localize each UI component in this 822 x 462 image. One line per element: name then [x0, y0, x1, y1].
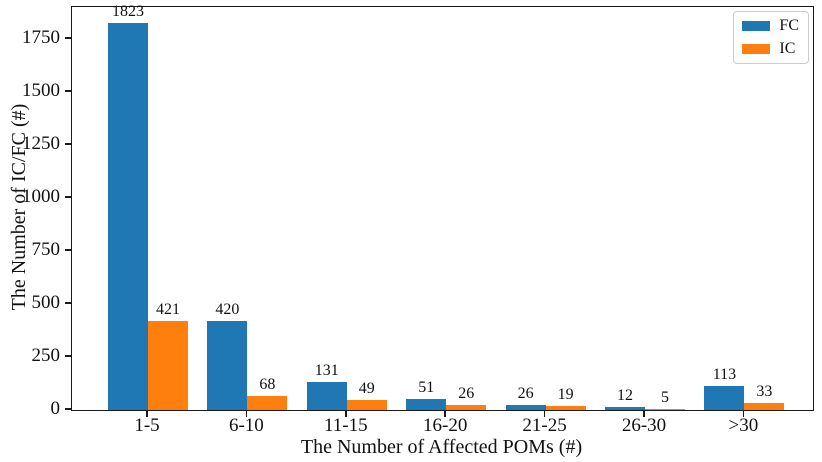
x-tick-label: >30	[728, 415, 759, 436]
y-tick-label: 250	[31, 344, 61, 366]
bar-value-label: 33	[756, 383, 773, 401]
x-tick-mark	[543, 410, 546, 417]
bar-value-label: 5	[661, 388, 669, 406]
bar-fc-1-5	[108, 23, 148, 410]
bar-fc-16-20	[406, 399, 447, 410]
y-tick-mark	[65, 355, 71, 357]
bar-ic-26-30	[645, 408, 685, 410]
y-tick-label: 500	[31, 291, 61, 313]
bar-value-label: 12	[617, 387, 633, 405]
y-tick-mark	[65, 408, 71, 410]
x-tick-mark	[643, 410, 645, 417]
legend-swatch-fc	[742, 21, 771, 31]
bar-fc-26-30	[605, 407, 645, 410]
legend-item-ic: IC	[742, 41, 799, 57]
x-tick-mark	[742, 410, 745, 417]
bar-value-label: 26	[517, 384, 534, 402]
y-tick-label: 750	[31, 238, 61, 260]
bar-ic-1-5	[148, 320, 188, 410]
bar-ic-6-10	[247, 395, 288, 410]
x-tick-label: 1-5	[134, 415, 160, 436]
bar-value-label: 131	[314, 362, 339, 380]
x-tick-label: 26-30	[621, 415, 667, 436]
x-tick-label: 21-25	[522, 415, 567, 436]
x-tick-mark	[245, 410, 248, 417]
x-tick-label: 11-15	[323, 415, 368, 436]
legend-item-fc: FC	[742, 18, 799, 34]
bar-value-label: 113	[712, 366, 737, 384]
x-tick-label: 16-20	[423, 415, 468, 436]
bar-fc-21-25	[505, 404, 546, 410]
legend: FC IC	[733, 11, 809, 64]
y-tick-mark	[65, 302, 71, 304]
legend-label-fc: FC	[779, 17, 799, 34]
bar-fc->30	[704, 386, 745, 410]
bar-ic-11-15	[346, 399, 387, 410]
x-tick-label: 6-10	[228, 415, 264, 436]
bar-ic->30	[744, 403, 785, 410]
y-tick-mark	[65, 143, 71, 145]
y-tick-mark	[65, 249, 71, 251]
y-tick-label: 1750	[22, 26, 60, 48]
plot-area: FC IC 1823 421 420 68 131 49 51 26 26 19 12 5 113 33	[71, 3, 814, 411]
legend-swatch-ic	[742, 44, 771, 54]
y-tick-label: 1500	[22, 79, 60, 101]
bar-value-label: 51	[418, 379, 435, 397]
bar-value-label: 19	[557, 385, 574, 403]
y-tick-mark	[65, 90, 71, 92]
x-tick-mark	[345, 410, 347, 417]
bar-value-label: 68	[259, 375, 276, 393]
bar-ic-16-20	[446, 404, 487, 410]
bar-fc-11-15	[306, 382, 347, 410]
bar-value-label: 26	[458, 384, 475, 402]
x-tick-mark	[146, 410, 148, 417]
bar-value-label: 421	[156, 300, 180, 318]
bar-fc-6-10	[207, 320, 248, 410]
y-tick-label: 1000	[22, 185, 60, 207]
y-tick-label: 1250	[22, 132, 60, 154]
y-tick-label: 0	[50, 398, 61, 419]
y-tick-mark	[65, 37, 71, 39]
bar-ic-21-25	[545, 405, 586, 410]
bar-value-label: 1823	[112, 3, 144, 21]
x-tick-mark	[444, 410, 446, 417]
y-tick-mark	[65, 196, 71, 198]
legend-label-ic: IC	[779, 40, 796, 57]
bar-value-label: 49	[358, 379, 375, 397]
x-axis-title: The Number of Affected POMs (#)	[300, 436, 583, 458]
bar-value-label: 420	[215, 300, 240, 318]
